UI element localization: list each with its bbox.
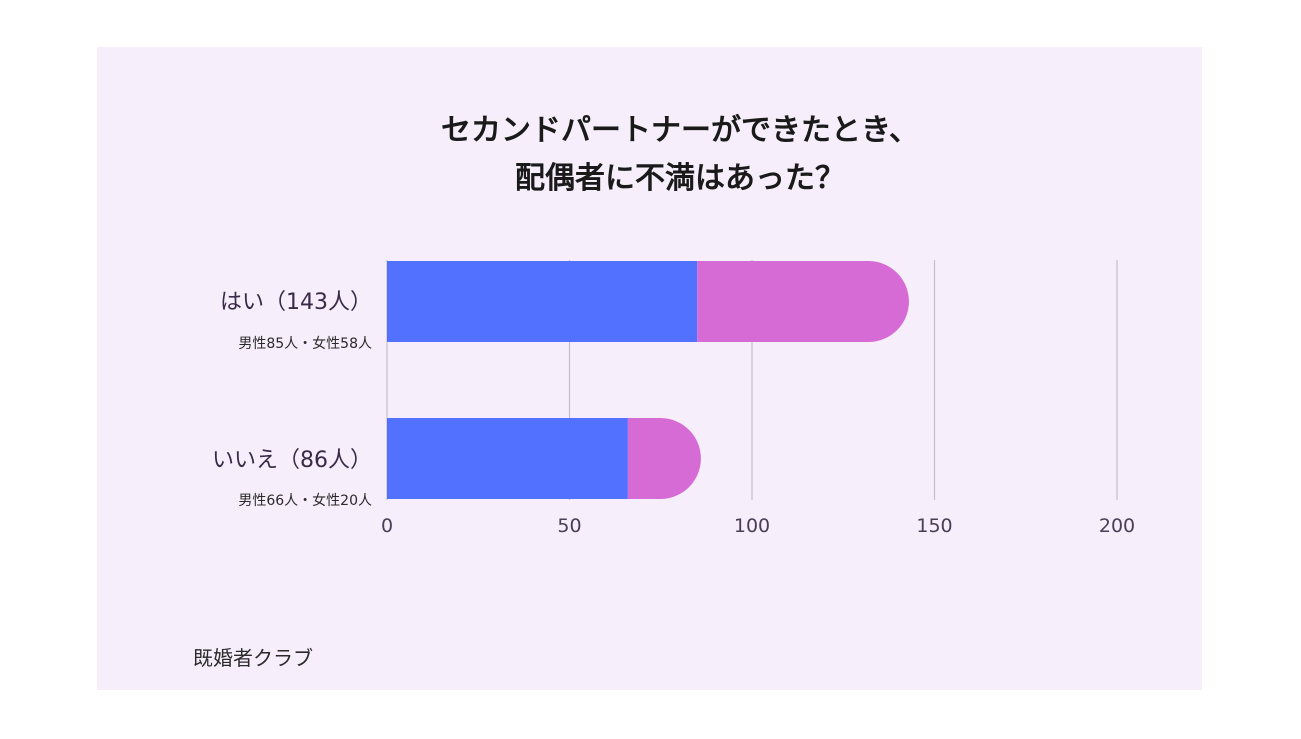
chart-title-line-2: 配偶者に不満はあった？ <box>515 161 845 196</box>
x-tick-label: 100 <box>734 515 770 537</box>
bar-segment <box>627 418 701 499</box>
source-label: 既婚者クラブ <box>193 646 313 670</box>
bar-segment <box>697 261 909 342</box>
x-tick-label: 50 <box>557 515 581 537</box>
category-sublabel-no: 男性66人・女性20人 <box>238 492 372 509</box>
bar-segment <box>387 261 698 342</box>
bars <box>387 261 909 499</box>
x-tick-label: 200 <box>1099 515 1135 537</box>
category-sublabel-yes: 男性85人・女性58人 <box>238 335 372 352</box>
chart-title-line-1: セカンドパートナーができたとき、 <box>441 113 919 148</box>
x-tick-label: 150 <box>916 515 952 537</box>
chart-card <box>97 47 1202 690</box>
category-label-no: いいえ（86人） <box>212 448 372 473</box>
x-axis: 0 50 100 150 200 <box>381 515 1135 537</box>
bar-segment <box>387 418 628 499</box>
x-tick-label: 0 <box>381 515 393 537</box>
category-label-yes: はい（143人） <box>220 290 372 315</box>
